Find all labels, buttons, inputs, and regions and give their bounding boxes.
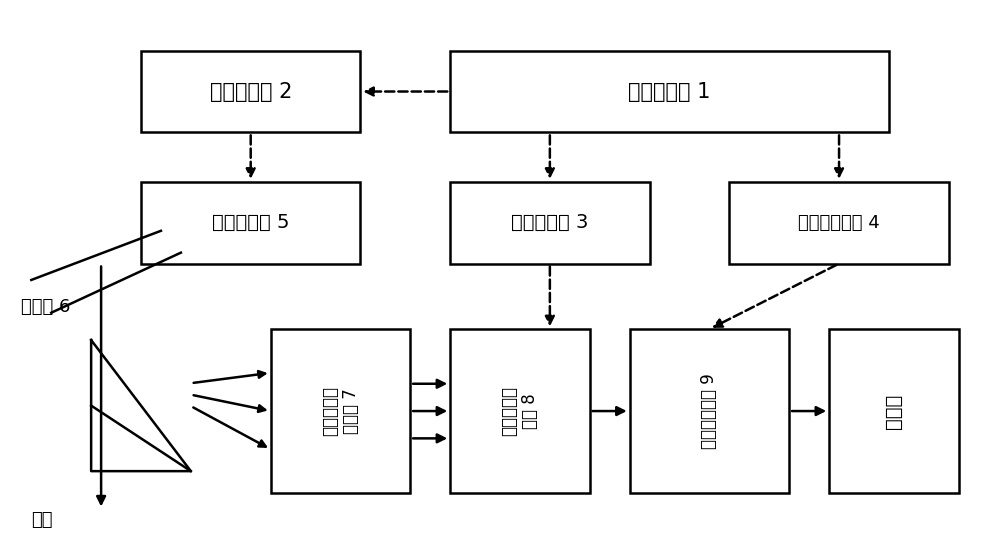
Bar bbox=[630, 329, 789, 493]
Text: 脉冲发生器 1: 脉冲发生器 1 bbox=[628, 81, 711, 102]
Bar bbox=[450, 51, 889, 132]
Text: 监视器: 监视器 bbox=[884, 394, 903, 429]
Bar bbox=[271, 329, 410, 493]
Text: 海水: 海水 bbox=[31, 511, 53, 529]
Bar bbox=[141, 182, 360, 264]
Text: 激光控制器 2: 激光控制器 2 bbox=[210, 81, 292, 102]
Text: 蓝绿激光器 5: 蓝绿激光器 5 bbox=[212, 213, 289, 232]
Bar bbox=[141, 51, 360, 132]
Text: 信号处理部件 9: 信号处理部件 9 bbox=[700, 373, 718, 449]
Bar bbox=[450, 329, 590, 493]
Bar bbox=[450, 182, 650, 264]
Text: 扫描器 6: 扫描器 6 bbox=[21, 298, 71, 316]
Text: 逻辑处理部件 4: 逻辑处理部件 4 bbox=[798, 214, 880, 232]
Bar bbox=[729, 182, 949, 264]
Text: 布里渊散射
滤波器 7: 布里渊散射 滤波器 7 bbox=[321, 386, 360, 436]
Bar bbox=[829, 329, 959, 493]
Text: 选通控制器 3: 选通控制器 3 bbox=[511, 213, 589, 232]
Text: 选通信号接
收器 8: 选通信号接 收器 8 bbox=[501, 386, 539, 436]
